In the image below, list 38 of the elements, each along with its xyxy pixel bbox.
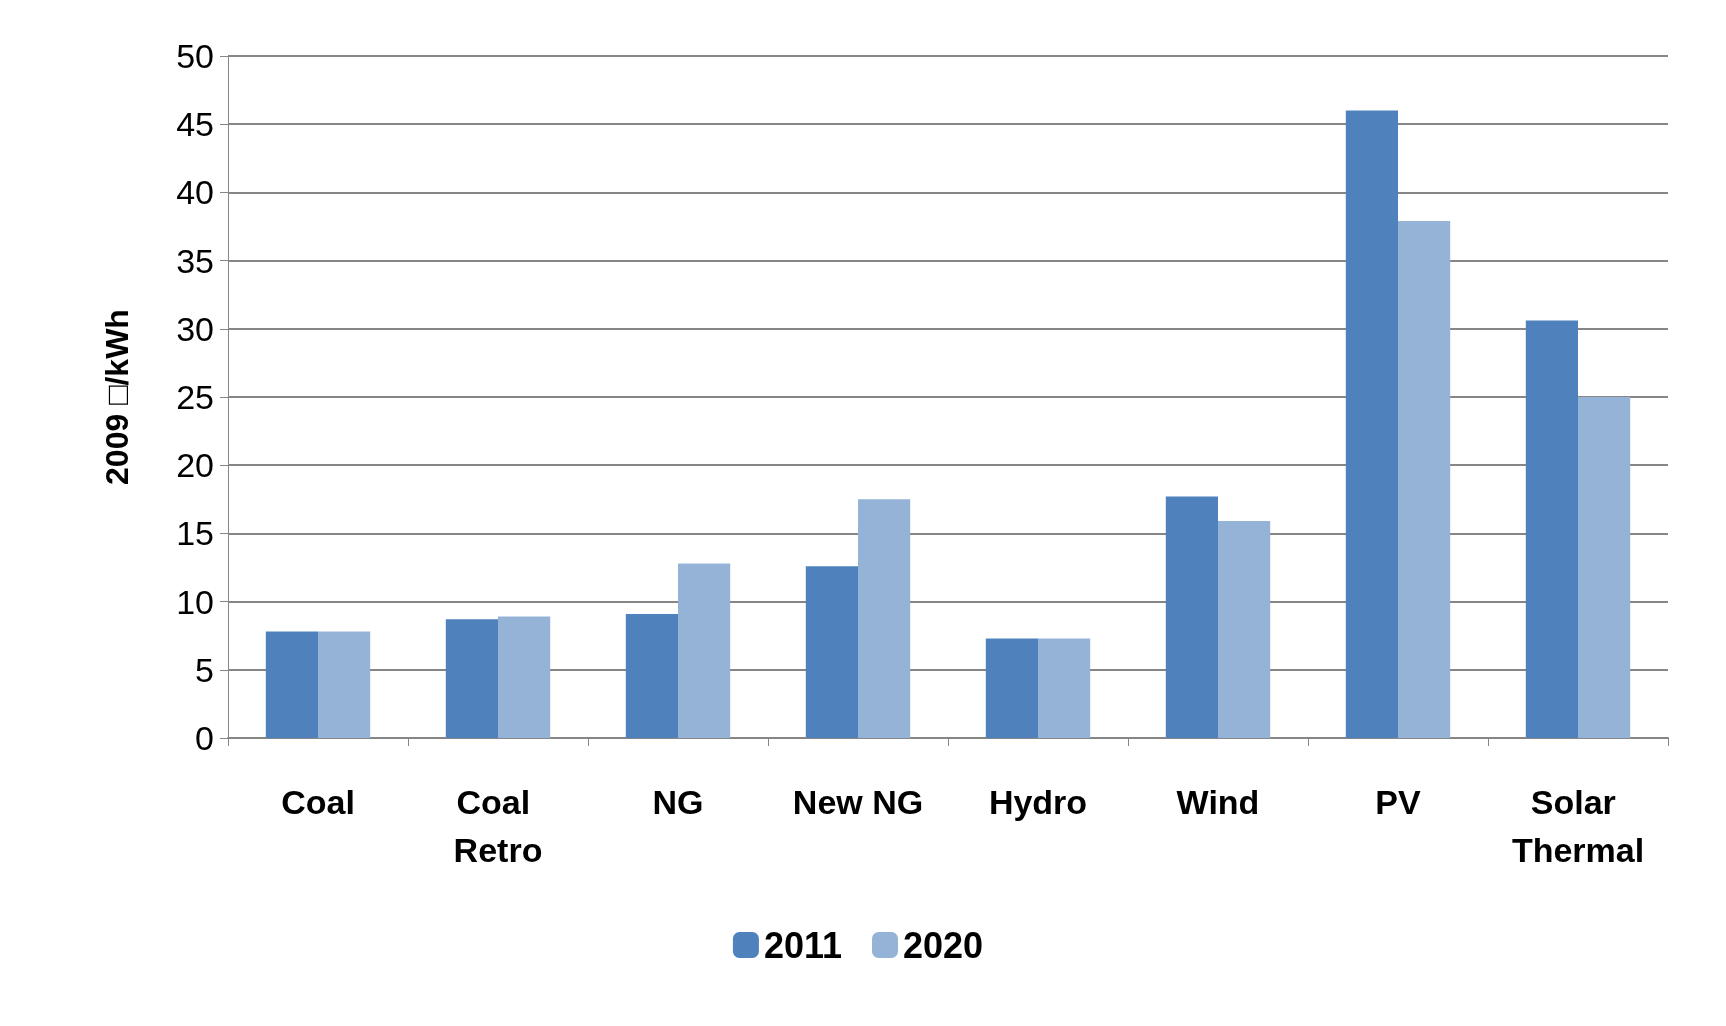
x-tick-label: Hydro — [988, 783, 1088, 821]
bar — [678, 563, 731, 738]
bar — [1578, 397, 1631, 738]
bar — [805, 566, 858, 738]
y-tick-label: 25 — [176, 378, 214, 416]
bar — [498, 616, 551, 738]
x-tick-label: NG — [652, 783, 704, 821]
x-tick-label: PV — [1375, 783, 1421, 821]
y-tick-label: 40 — [176, 173, 214, 212]
y-tick-label: 5 — [195, 650, 214, 689]
legend-label: 2011 — [763, 924, 843, 966]
y-tick-label: 30 — [176, 309, 214, 348]
x-tick-label: Wind — [1176, 783, 1260, 821]
bar — [1038, 638, 1091, 738]
bar — [625, 613, 678, 738]
y-tick-label: 35 — [176, 241, 214, 280]
y-tick-label: 10 — [176, 582, 214, 621]
x-tick-label: Coal — [281, 783, 355, 821]
bar — [1398, 221, 1451, 738]
bar — [265, 631, 318, 738]
bar — [1525, 320, 1578, 738]
bar — [318, 631, 371, 738]
x-tick-label: Solar Thermal — [1511, 783, 1645, 869]
bar — [445, 619, 498, 738]
y-tick-label: 20 — [176, 446, 214, 485]
bar — [1165, 496, 1218, 738]
y-tick-label: 0 — [195, 719, 214, 757]
legend-label: 2020 — [903, 924, 984, 966]
y-tick-label: 50 — [176, 37, 214, 75]
y-axis-title: 2009 □/kWh — [99, 309, 135, 485]
x-tick-label: Coal Retro — [453, 783, 543, 869]
y-tick-label: 15 — [176, 514, 214, 553]
bar — [985, 638, 1038, 738]
x-tick-label: New NG — [792, 783, 924, 821]
bar — [858, 499, 911, 738]
bar — [1218, 521, 1271, 738]
y-tick-label: 45 — [176, 105, 214, 144]
bar — [1345, 110, 1398, 738]
